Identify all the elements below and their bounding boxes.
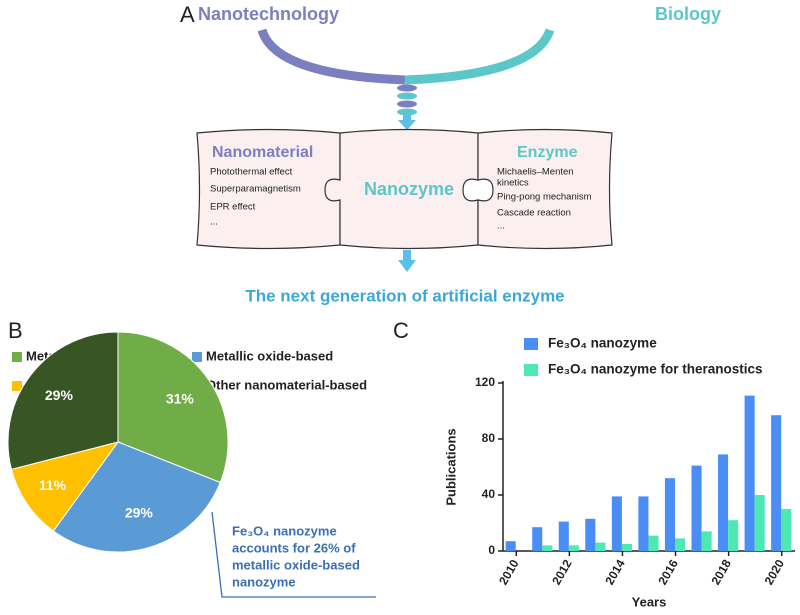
x-axis-label: Years (632, 594, 667, 609)
box-title: Enzyme (517, 144, 578, 161)
helix (397, 84, 417, 116)
box-item: Photothermal effect (210, 167, 293, 178)
panel-label: C (393, 318, 409, 343)
annotation: accounts for 26% of (232, 540, 356, 555)
box-item: ... (497, 221, 505, 232)
panel-label: A (180, 2, 195, 27)
box-item: Cascade reaction (497, 208, 571, 219)
x-tick-label: 2014 (602, 557, 628, 587)
pie-slice (117, 331, 229, 484)
bar (754, 495, 765, 551)
y-axis-label: Publications (443, 428, 458, 505)
bar-chart: Fe₃O₄ nanozyme Fe₃O₄ nanozyme for therano… (443, 336, 795, 609)
field-label: Nanotechnology (198, 4, 339, 24)
annotation: Fe₃O₄ nanozyme (232, 523, 337, 538)
y-tick-label: 40 (482, 487, 496, 501)
annotation-line (211, 511, 376, 598)
slice-label: 29% (125, 505, 154, 521)
bar (568, 545, 579, 551)
pie-slice (52, 441, 221, 553)
arrow (398, 114, 416, 130)
bar (505, 541, 516, 551)
bar (771, 415, 782, 551)
arrow (398, 250, 416, 272)
bar (781, 509, 792, 551)
x-tick-label: 2010 (496, 557, 522, 587)
bar (585, 518, 596, 551)
annotation: nanozyme (232, 574, 296, 589)
result-label: The next generation of artificial enzyme (245, 286, 564, 305)
arc (404, 28, 555, 85)
bar (718, 454, 729, 551)
legend-label: Fe₃O₄ nanozyme for theranostics (548, 362, 762, 377)
annotation: metallic oxide-based (232, 557, 360, 572)
legend-label: Metallic oxide-based (206, 348, 333, 363)
legend-swatch (192, 352, 202, 362)
puzzle (196, 128, 613, 250)
bar (638, 496, 649, 551)
box-item: Michaelis–Menten (497, 167, 574, 178)
bar (611, 496, 622, 551)
bar (558, 521, 569, 551)
legend-swatch (524, 338, 538, 350)
arc (257, 28, 406, 85)
y-tick-label: 80 (482, 431, 496, 445)
pie-slice (10, 441, 120, 532)
slice-label: 31% (166, 391, 195, 407)
bar (595, 542, 606, 551)
box-title: Nanomaterial (212, 144, 313, 161)
box-item: EPR effect (210, 202, 256, 213)
legend-swatch (12, 352, 22, 362)
bar (664, 478, 676, 551)
legend-swatch (12, 381, 22, 391)
bar (675, 538, 686, 551)
x-tick-label: 2012 (549, 557, 575, 587)
x-tick-label: 2020 (762, 557, 788, 587)
x-tick-label: 2016 (655, 557, 681, 587)
box-item: ... (210, 217, 218, 228)
box-item: kinetics (497, 178, 529, 189)
bar (691, 465, 702, 551)
legend-label: Other nanomaterial-based (206, 377, 367, 392)
slice-label: 11% (39, 477, 67, 493)
bar (744, 395, 755, 551)
pie-chart: Metal-basedMetallic oxide-basedCarbon-ba… (7, 331, 376, 598)
bar (532, 527, 543, 551)
slice-label: 29% (45, 387, 74, 403)
box-title: Nanozyme (364, 179, 454, 199)
bar (701, 531, 712, 551)
legend-label: Fe₃O₄ nanozyme (548, 336, 657, 351)
pie-slice (7, 331, 119, 470)
y-tick-label: 120 (475, 375, 495, 389)
box-item: Ping-pong mechanism (497, 192, 592, 203)
bar (621, 544, 633, 551)
bar (648, 535, 659, 551)
legend-swatch (524, 364, 538, 376)
x-tick-label: 2018 (709, 557, 735, 587)
bar (728, 520, 739, 551)
box-item: Superparamagnetism (210, 184, 301, 195)
bar (542, 545, 553, 551)
panel-label: B (8, 318, 23, 343)
y-tick-label: 0 (488, 543, 495, 557)
field-label: Biology (655, 4, 721, 24)
